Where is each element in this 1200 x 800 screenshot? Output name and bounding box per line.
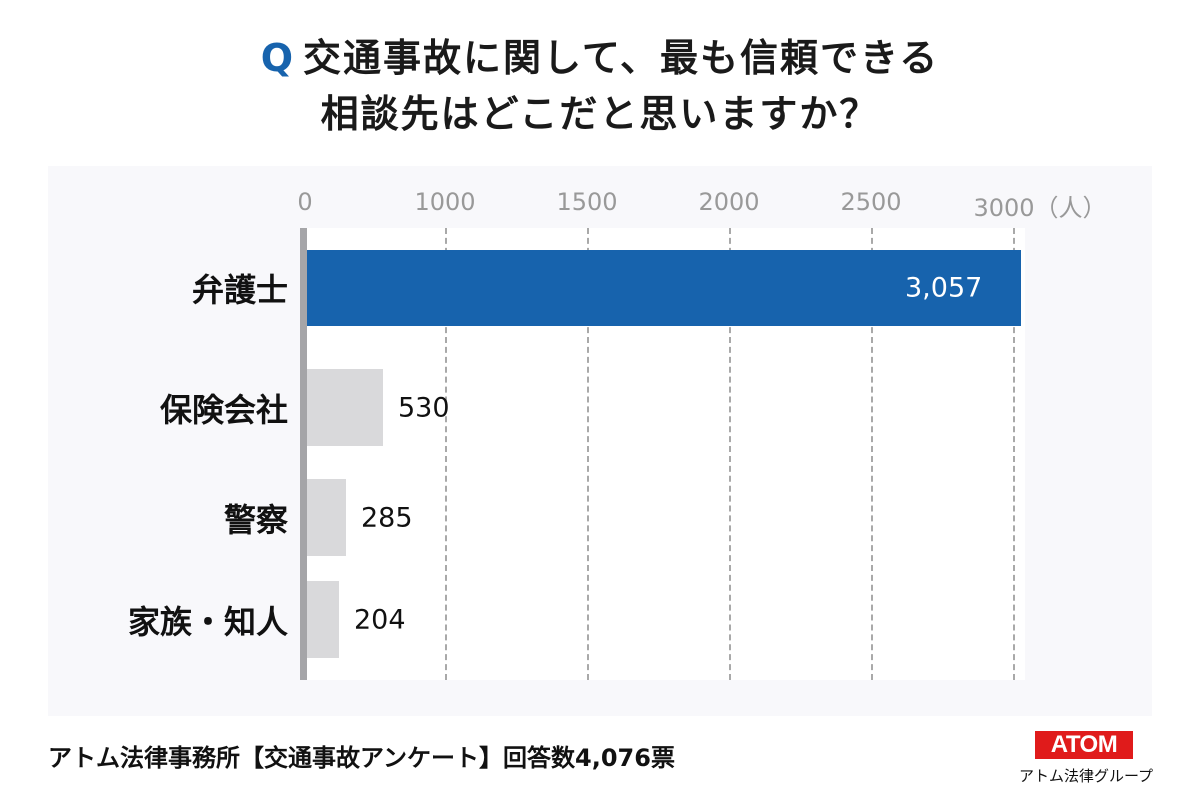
category-label: 弁護士 bbox=[191, 271, 288, 309]
x-tick-label: 2500 bbox=[840, 188, 902, 216]
chart-title: Q 交通事故に関して、最も信頼できる 相談先はどこだと思いますか？ bbox=[0, 30, 1200, 142]
title-line-2: 相談先はどこだと思いますか？ bbox=[320, 92, 880, 136]
bar bbox=[307, 479, 346, 556]
category-label: 家族・知人 bbox=[127, 602, 288, 641]
gridline bbox=[1013, 228, 1015, 680]
bar bbox=[307, 250, 1021, 326]
value-label: 530 bbox=[398, 392, 450, 423]
bar bbox=[307, 369, 383, 446]
gridline bbox=[729, 228, 731, 680]
source-note: アトム法律事務所【交通事故アンケート】回答数4,076票 bbox=[48, 744, 675, 772]
bar bbox=[307, 581, 339, 658]
gridline bbox=[587, 228, 589, 680]
category-label: 警察 bbox=[223, 500, 288, 539]
value-label: 204 bbox=[354, 604, 406, 635]
value-label: 285 bbox=[361, 502, 413, 533]
title-line-1: Q 交通事故に関して、最も信頼できる bbox=[260, 36, 940, 80]
gridline bbox=[445, 228, 447, 680]
x-tick-label: 3000（人） bbox=[973, 194, 1107, 222]
x-tick-label: 2000 bbox=[698, 188, 760, 216]
x-tick-label: 0 bbox=[297, 188, 313, 216]
gridline bbox=[871, 228, 873, 680]
category-label: 保険会社 bbox=[159, 390, 288, 429]
atom-logo: ATOM bbox=[1035, 731, 1133, 759]
atom-logo-subtitle: アトム法律グループ bbox=[1018, 767, 1154, 785]
y-axis-line bbox=[300, 228, 307, 680]
q-mark-icon: Q bbox=[260, 36, 296, 80]
x-tick-label: 1000 bbox=[414, 188, 476, 216]
value-label: 3,057 bbox=[905, 272, 983, 304]
x-tick-label: 1500 bbox=[556, 188, 618, 216]
